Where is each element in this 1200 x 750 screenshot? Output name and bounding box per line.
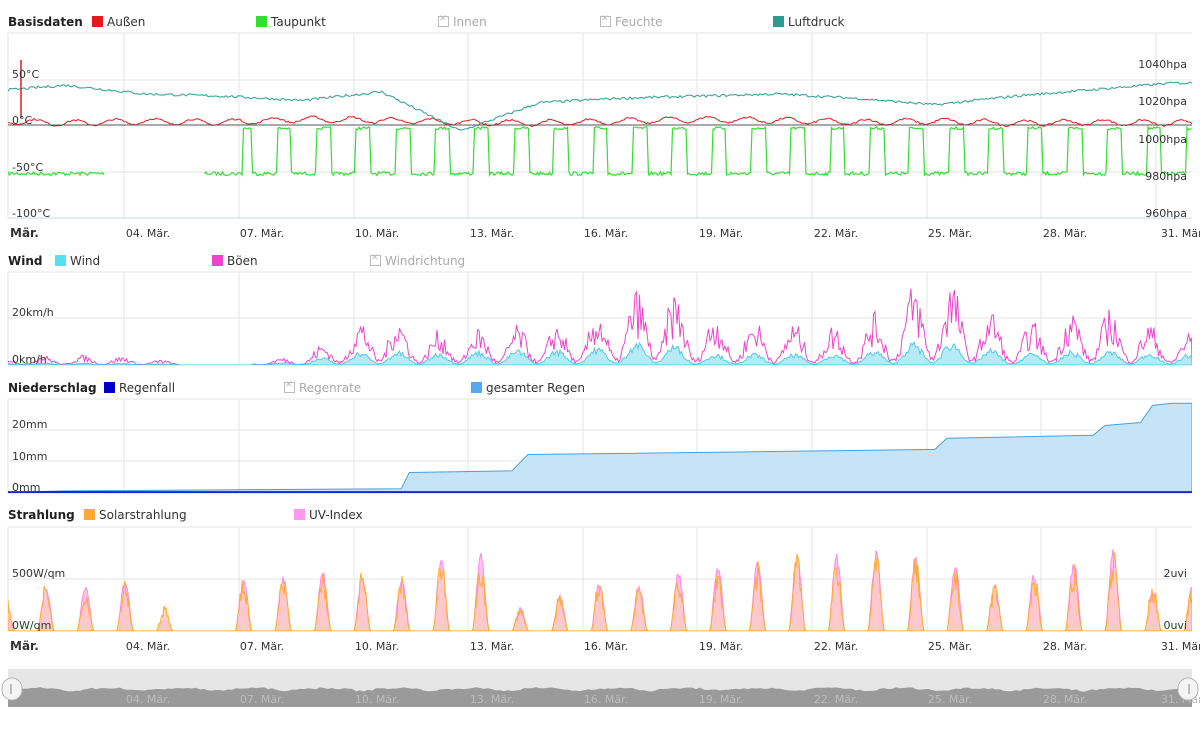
legend-item-wind[interactable]: Wind: [55, 254, 100, 268]
niederschlag-title: Niederschlag: [8, 381, 97, 395]
navigator-mini-series: [8, 687, 1192, 707]
y-axis-right-tick-label: 960hpa: [1145, 207, 1187, 220]
aussen-series: [8, 115, 1192, 128]
solarstrahlung-series: [8, 551, 1192, 631]
disabled-swatch-icon: [438, 14, 449, 27]
swatch-icon: [104, 382, 115, 393]
y-axis-tick-label: -50°C: [12, 161, 43, 174]
swatch-icon: [212, 255, 223, 266]
navigator-tick-label: 19. Mär.: [699, 693, 743, 706]
swatch-icon: [773, 16, 784, 27]
navigator-tick-label: 07. Mär.: [240, 693, 284, 706]
niederschlag-plot: [8, 402, 1192, 493]
x-axis-tick-label: 22. Mär.: [814, 227, 858, 240]
swatch-icon: [256, 16, 267, 27]
x-axis-tick-label: 19. Mär.: [699, 640, 743, 653]
x-axis-tick-label: 16. Mär.: [584, 640, 628, 653]
x-axis-tick-label: 07. Mär.: [240, 227, 284, 240]
legend-item-gesamter-regen[interactable]: gesamter Regen: [471, 381, 585, 395]
legend-item-solarstrahlung[interactable]: Solarstrahlung: [84, 508, 187, 522]
navigator-left-handle[interactable]: [1, 677, 23, 701]
y-axis-tick-label: 50°C: [12, 68, 39, 81]
legend-item-windrichtung[interactable]: Windrichtung: [370, 253, 465, 268]
x-axis-tick-label: 13. Mär.: [470, 227, 514, 240]
legend-item-boeen[interactable]: Böen: [212, 254, 258, 268]
y-axis-right-tick-label: 1040hpa: [1138, 58, 1187, 71]
swatch-icon: [471, 382, 482, 393]
legend-item-innen[interactable]: Innen: [438, 14, 487, 29]
x-axis-tick-label: Mär.: [10, 226, 39, 240]
disabled-swatch-icon: [370, 253, 381, 266]
wind-title: Wind: [8, 254, 43, 268]
x-axis-tick-label: 13. Mär.: [470, 640, 514, 653]
taupunkt-series: [8, 125, 1192, 178]
y-axis-right-tick-label: 2uvi: [1163, 567, 1187, 580]
legend-item-regenrate[interactable]: Regenrate: [284, 380, 361, 395]
x-axis-tick-label: 10. Mär.: [355, 227, 399, 240]
wind-plot: [8, 288, 1192, 365]
wind-legend: Wind Wind Böen Windrichtung: [0, 252, 1200, 270]
disabled-swatch-icon: [284, 380, 295, 393]
wind-series: [8, 340, 1192, 365]
swatch-icon: [294, 509, 305, 520]
basisdaten-plot: [8, 60, 1192, 178]
y-axis-right-tick-label: 980hpa: [1145, 170, 1187, 183]
y-axis-tick-label: -100°C: [12, 207, 50, 220]
legend-item-uv-index[interactable]: UV-Index: [294, 508, 363, 522]
x-axis-tick-label: 16. Mär.: [584, 227, 628, 240]
navigator-tick-label: 04. Mär.: [126, 693, 170, 706]
niederschlag-legend: Niederschlag Regenfall Regenrate gesamte…: [0, 379, 1200, 397]
x-axis-tick-label: 19. Mär.: [699, 227, 743, 240]
y-axis-tick-label: 10mm: [12, 450, 47, 463]
y-axis-tick-label: 0mm: [12, 481, 40, 494]
x-axis-tick-label: 28. Mär.: [1043, 640, 1087, 653]
x-axis-tick-label: 25. Mär.: [928, 640, 972, 653]
navigator-tick-label: 10. Mär.: [355, 693, 399, 706]
x-axis-tick-label: 28. Mär.: [1043, 227, 1087, 240]
x-axis-tick-label: 04. Mär.: [126, 227, 170, 240]
legend-item-aussen[interactable]: Außen: [92, 15, 145, 29]
navigator-tick-label: 25. Mär.: [928, 693, 972, 706]
y-axis-tick-label: 500W/qm: [12, 567, 65, 580]
legend-item-taupunkt[interactable]: Taupunkt: [256, 15, 326, 29]
legend-item-regenfall[interactable]: Regenfall: [104, 381, 175, 395]
basisdaten-legend: Basisdaten Außen Taupunkt Innen Feuchte …: [0, 13, 1200, 31]
y-axis-right-tick-label: 1000hpa: [1138, 133, 1187, 146]
x-axis-tick-label: 10. Mär.: [355, 640, 399, 653]
y-axis-right-tick-label: 1020hpa: [1138, 95, 1187, 108]
gesamter-regen-series: [8, 402, 1192, 493]
navigator-tick-label: 13. Mär.: [470, 693, 514, 706]
x-axis-tick-label: 04. Mär.: [126, 640, 170, 653]
y-axis-tick-label: 0°C: [12, 114, 32, 127]
swatch-icon: [55, 255, 66, 266]
x-axis-tick-label: 07. Mär.: [240, 640, 284, 653]
navigator-tick-label: 22. Mär.: [814, 693, 858, 706]
legend-item-feuchte[interactable]: Feuchte: [600, 14, 663, 29]
x-axis-tick-label: 22. Mär.: [814, 640, 858, 653]
strahlung-title: Strahlung: [8, 508, 75, 522]
disabled-swatch-icon: [600, 14, 611, 27]
y-axis-tick-label: 20mm: [12, 418, 47, 431]
swatch-icon: [84, 509, 95, 520]
x-axis-tick-label: 31. Mär.: [1161, 640, 1200, 653]
strahlung-legend: Strahlung Solarstrahlung UV-Index: [0, 506, 1200, 524]
luftdruck-series: [8, 81, 1192, 131]
basisdaten-title: Basisdaten: [8, 15, 83, 29]
swatch-icon: [92, 16, 103, 27]
strahlung-plot: [8, 549, 1192, 631]
x-axis-tick-label: 25. Mär.: [928, 227, 972, 240]
boeen-series: [8, 288, 1192, 365]
y-axis-right-tick-label: 0uvi: [1163, 619, 1187, 632]
navigator-tick-label: 16. Mär.: [584, 693, 628, 706]
navigator-right-handle[interactable]: [1177, 677, 1199, 701]
legend-item-luftdruck[interactable]: Luftdruck: [773, 15, 845, 29]
navigator-tick-label: 28. Mär.: [1043, 693, 1087, 706]
y-axis-tick-label: 0km/h: [12, 353, 47, 366]
x-axis-tick-label: Mär.: [10, 639, 39, 653]
y-axis-tick-label: 0W/qm: [12, 619, 51, 632]
x-axis-tick-label: 31. Mär.: [1161, 227, 1200, 240]
y-axis-tick-label: 20km/h: [12, 306, 54, 319]
